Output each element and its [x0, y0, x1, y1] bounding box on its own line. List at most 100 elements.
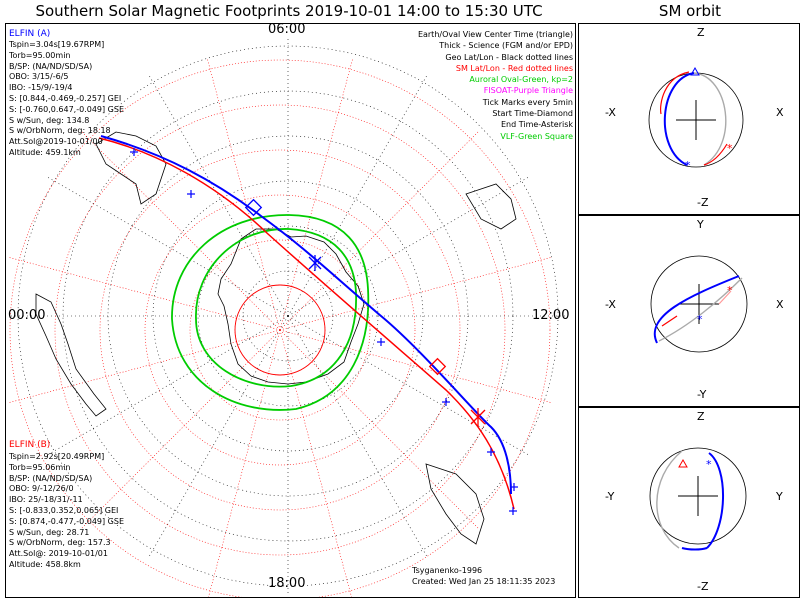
legend-entry: Earth/Oval View Center Time (triangle) [417, 30, 573, 39]
tick-label-left: 00:00 [8, 308, 46, 323]
legend: Earth/Oval View Center Time (triangle) Th… [418, 29, 573, 142]
sm-pole-circle [234, 284, 326, 376]
elfin-b-info: Tspin=2.92s[20.49RPM] Torb=95.06min B/SP: … [9, 452, 124, 571]
tick-label-bottom: 18:00 [268, 576, 306, 591]
axis-label-right: X [776, 298, 784, 311]
elfin-a-info: Tspin=3.04s[19.67RPM] Torb=95.00min B/SP: … [9, 40, 124, 159]
geo-lon-line [45, 315, 289, 457]
info-line: S: [0.874,-0.477,-0.049] GSE [9, 516, 124, 526]
svg-text:*: * [706, 458, 712, 471]
geo-lon-line [147, 73, 289, 317]
info-line: B/SP: (NA/ND/SD/SA) [9, 61, 93, 71]
antarctica-outline [217, 228, 365, 385]
legend-entry: End Time-Asterisk [500, 120, 573, 130]
axis-label-left: -X [605, 106, 616, 119]
orbit-panel-yz: * Z -Z -Y Y [578, 407, 800, 598]
legend-entry: FISOAT-Purple Triangle [483, 86, 573, 96]
geo-lat-circle [197, 225, 379, 407]
elfin-b-name: ELFIN (B) [9, 440, 51, 450]
geo-lon-line [287, 315, 429, 559]
sm-lat-circle [144, 194, 416, 466]
sm-lat-circle [99, 149, 461, 511]
landmass-outline [95, 131, 167, 205]
sm-lon-line [279, 131, 479, 331]
axis-label-left: -Y [605, 490, 615, 503]
info-line: S: [0.844,-0.469,-0.257] GEI [9, 93, 122, 103]
axis-label-bottom: -Z [697, 580, 709, 593]
chart-title: Southern Solar Magnetic Footprints 2019-… [35, 2, 543, 20]
tick-label-top: 06:00 [268, 22, 306, 37]
svg-text:*: * [727, 142, 733, 155]
polar-map-svg [8, 36, 568, 597]
sm-lon-line [279, 329, 352, 597]
sm-lon-line [9, 257, 281, 331]
track-tick-mark [442, 398, 450, 406]
landmass-outline [465, 183, 517, 230]
landmass-outline [35, 293, 107, 417]
info-line: Torb=95.06min [9, 462, 71, 472]
legend-entry: Start Time-Diamond [492, 109, 573, 119]
geo-lon-line [147, 315, 289, 559]
sm-lon-line [208, 329, 281, 597]
axis-label-bottom: -Z [697, 196, 709, 209]
orbit-panel-xy: * * Y -Y -X X [578, 215, 800, 407]
track-tick-mark [377, 338, 385, 346]
axis-label-bottom: -Y [697, 388, 707, 401]
landmass-outline [425, 463, 485, 545]
elfin-a-name: ELFIN (A) [9, 29, 51, 39]
sm-lon-line [81, 131, 281, 331]
info-line: Att.Sol@: 2019-10-01/01 [9, 549, 108, 559]
legend-entry: SM Lat/Lon - Red dotted lines [455, 63, 573, 73]
info-line: OBO: 9/-12/26/0 [9, 484, 74, 494]
info-line: IBO: -15/9/-19/4 [9, 83, 73, 93]
info-line: Altitude: 459.1km [9, 147, 81, 157]
info-line: S: [-0.760,0.647,-0.049] GSE [9, 104, 124, 114]
orbit-title: SM orbit [658, 2, 722, 20]
sm-lon-line [279, 329, 551, 403]
axis-label-top: Y [697, 218, 704, 231]
svg-text:*: * [697, 313, 703, 326]
model-credit: Tsyganenko-1996 [412, 566, 483, 575]
sm-lat-circle [9, 59, 551, 597]
info-line: Torb=95.00min [9, 50, 71, 60]
orbit-yz-svg: * [649, 447, 747, 551]
legend-entry: Thick - Science (FGM and/or EPD) [439, 41, 573, 51]
info-line: Altitude: 458.8km [9, 559, 81, 569]
orbit-xy-svg: * * [650, 255, 748, 353]
svg-text:*: * [727, 284, 733, 297]
elfin-b-start-diamond [428, 357, 447, 376]
svg-text:*: * [685, 159, 691, 172]
geo-lon-line [45, 175, 289, 317]
sm-lat-circle [54, 104, 506, 556]
orbit-panel-xz: * * Z -Z -X X [578, 23, 800, 215]
track-tick-mark [187, 190, 195, 198]
legend-entry: VLF-Green Square [500, 131, 573, 141]
geo-lon-line [287, 315, 531, 457]
info-line: B/SP: (NA/ND/SD/SA) [9, 473, 93, 483]
sm-lon-line [279, 59, 353, 331]
elfin-b-end-asterisk [470, 408, 486, 426]
track-tick-mark [510, 483, 518, 491]
sm-lat-circle [189, 239, 371, 421]
info-line: Tspin=2.92s[20.49RPM] [9, 452, 105, 461]
elfin-a-start-diamond [244, 198, 263, 217]
geo-lat-circle [17, 45, 559, 587]
info-line: S w/OrbNorm, deg: 157.3 [9, 538, 111, 548]
info-line: Att.Sol@2019-10-01/00 [9, 137, 103, 147]
track-tick-mark [487, 448, 495, 456]
elfin-b-track [98, 137, 515, 510]
geo-lat-circle [152, 180, 424, 452]
track-tick-mark [130, 148, 138, 156]
elfin-a-end-asterisk [308, 255, 322, 271]
sm-lon-line [279, 329, 479, 529]
axis-label-top: Z [697, 26, 705, 39]
axis-label-left: -X [605, 298, 616, 311]
auroral-oval-outer [171, 214, 370, 411]
tick-label-right: 12:00 [532, 308, 570, 323]
info-line: S w/Sun, deg: 28.71 [9, 527, 90, 537]
legend-entry: Auroral Oval-Green, kp=2 [469, 75, 573, 85]
info-line: Tspin=3.04s[19.67RPM] [9, 40, 105, 49]
sm-lon-line [207, 59, 281, 331]
geo-lon-line [287, 175, 531, 317]
created-timestamp: Created: Wed Jan 25 18:11:35 2023 [412, 577, 556, 586]
